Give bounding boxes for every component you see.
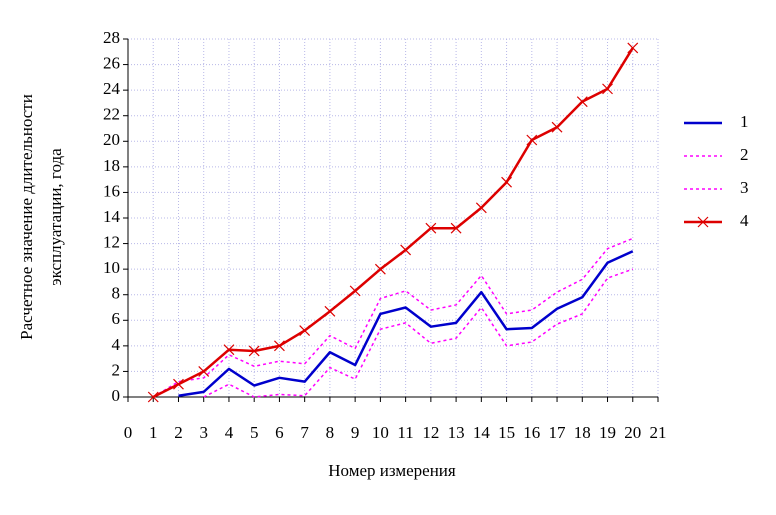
- x-tick-label: 14: [473, 423, 491, 442]
- x-tick-label: 1: [149, 423, 158, 442]
- y-tick-label: 28: [103, 28, 120, 47]
- marker: [526, 134, 538, 146]
- marker: [627, 42, 639, 54]
- marker: [349, 285, 361, 297]
- marker: [198, 366, 210, 377]
- y-tick-label: 22: [103, 105, 120, 124]
- y-tick-label: 10: [103, 258, 120, 277]
- y-tick-label: 16: [103, 181, 120, 200]
- marker: [425, 222, 437, 234]
- y-tick-label: 18: [103, 156, 120, 175]
- x-axis-label: Номер измерения: [328, 461, 456, 480]
- legend-label: 1: [740, 112, 749, 131]
- series-line: [178, 250, 634, 397]
- x-tick-label: 7: [300, 423, 309, 442]
- x-tick-label: 17: [549, 423, 567, 442]
- legend-label: 4: [740, 211, 749, 230]
- x-tick-label: 19: [599, 423, 616, 442]
- x-tick-label: 9: [351, 423, 360, 442]
- x-tick-label: 21: [650, 423, 667, 442]
- marker: [248, 345, 260, 357]
- y-tick-label: 0: [112, 386, 121, 405]
- x-tick-label: 12: [422, 423, 439, 442]
- x-tick-label: 11: [397, 423, 413, 442]
- y-tick-label: 4: [112, 335, 121, 354]
- y-tick-label: 8: [112, 284, 121, 303]
- marker: [324, 305, 336, 317]
- marker: [147, 391, 159, 403]
- marker: [602, 83, 613, 95]
- marker: [551, 121, 563, 133]
- y-axis-label: Расчетное значение длительности: [17, 94, 36, 340]
- y-tick-label: 20: [103, 130, 120, 149]
- legend-marker: [697, 216, 709, 228]
- x-tick-label: 2: [174, 423, 183, 442]
- x-tick-label: 6: [275, 423, 284, 442]
- marker: [223, 344, 235, 356]
- series-line: [152, 47, 634, 399]
- y-tick-label: 6: [112, 309, 121, 328]
- marker: [173, 378, 184, 390]
- marker: [274, 340, 285, 352]
- y-tick-label: 2: [112, 360, 121, 379]
- legend-label: 2: [740, 145, 749, 164]
- x-tick-label: 18: [574, 423, 591, 442]
- marker: [475, 202, 487, 214]
- y-tick-label: 14: [103, 207, 121, 226]
- x-tick-label: 20: [624, 423, 641, 442]
- legend-label: 3: [740, 178, 749, 197]
- x-tick-label: 8: [326, 423, 335, 442]
- y-tick-label: 24: [103, 79, 121, 98]
- x-tick-label: 3: [199, 423, 208, 442]
- x-tick-label: 5: [250, 423, 259, 442]
- marker: [299, 325, 311, 336]
- x-tick-label: 15: [498, 423, 515, 442]
- y-axis-label: эксплуатации, года: [46, 148, 65, 286]
- x-tick-label: 13: [448, 423, 465, 442]
- marker: [374, 263, 386, 275]
- y-tick-label: 12: [103, 232, 120, 251]
- marker: [576, 96, 588, 108]
- x-tick-label: 16: [523, 423, 540, 442]
- marker: [501, 176, 512, 188]
- x-tick-label: 10: [372, 423, 389, 442]
- marker: [450, 222, 462, 234]
- x-tick-label: 4: [225, 423, 234, 442]
- marker: [400, 244, 412, 256]
- y-tick-label: 26: [103, 53, 120, 72]
- x-tick-label: 0: [124, 423, 133, 442]
- series-line: [203, 268, 634, 398]
